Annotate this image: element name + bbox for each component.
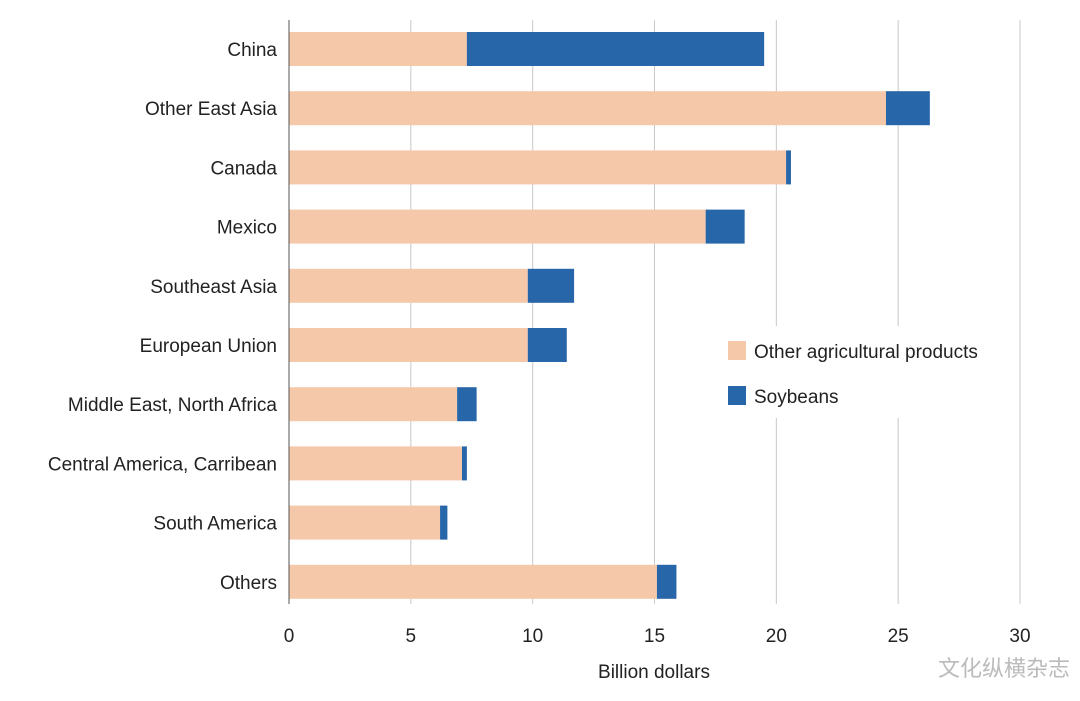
y-category-label: Central America, Carribean (48, 454, 277, 475)
bar-soybeans (885, 91, 930, 126)
bar-soybeans (656, 564, 677, 599)
y-category-label: Middle East, North Africa (68, 395, 278, 416)
y-category-label: Mexico (217, 218, 277, 239)
bar-soybeans (705, 209, 745, 244)
bar-other-agricultural (289, 387, 458, 422)
x-tick-label: 20 (766, 626, 787, 647)
bar-other-agricultural (289, 150, 787, 185)
legend-swatch (728, 386, 746, 405)
bar-other-agricultural (289, 446, 463, 481)
y-category-label: Other East Asia (145, 99, 277, 120)
bar-soybeans (440, 505, 448, 540)
bar-soybeans (466, 32, 765, 66)
x-tick-label: 15 (644, 626, 665, 647)
x-tick-label: 5 (406, 626, 417, 647)
bar-other-agricultural (289, 328, 528, 362)
y-category-label: China (227, 40, 277, 61)
bar-soybeans (786, 150, 791, 185)
bar-other-agricultural (289, 209, 706, 244)
legend: Other agricultural products Soybeans (712, 326, 1012, 418)
bar-soybeans (527, 268, 575, 303)
bar-other-agricultural (289, 268, 528, 303)
x-tick-label: 25 (888, 626, 909, 647)
x-tick-label: 30 (1009, 626, 1030, 647)
y-category-label: Others (220, 573, 277, 594)
bar-soybeans (527, 328, 567, 362)
legend-swatch (728, 341, 746, 360)
x-tick-label: 0 (284, 626, 295, 647)
y-category-label: European Union (140, 336, 277, 357)
bar-other-agricultural (289, 91, 886, 126)
y-category-label: South America (153, 514, 277, 535)
watermark: 文化纵横杂志 (938, 656, 1070, 681)
bar-other-agricultural (289, 505, 441, 540)
y-category-label: Southeast Asia (150, 277, 277, 298)
bar-soybeans (457, 387, 477, 422)
bar-other-agricultural (289, 32, 467, 66)
bar-soybeans (462, 446, 467, 481)
legend-background (712, 326, 1012, 418)
x-axis-label: Billion dollars (598, 662, 710, 683)
x-tick-label: 10 (522, 626, 543, 647)
bar-other-agricultural (289, 564, 657, 599)
y-category-label: Canada (210, 158, 277, 179)
legend-label: Other agricultural products (754, 342, 978, 363)
legend-label: Soybeans (754, 387, 839, 408)
